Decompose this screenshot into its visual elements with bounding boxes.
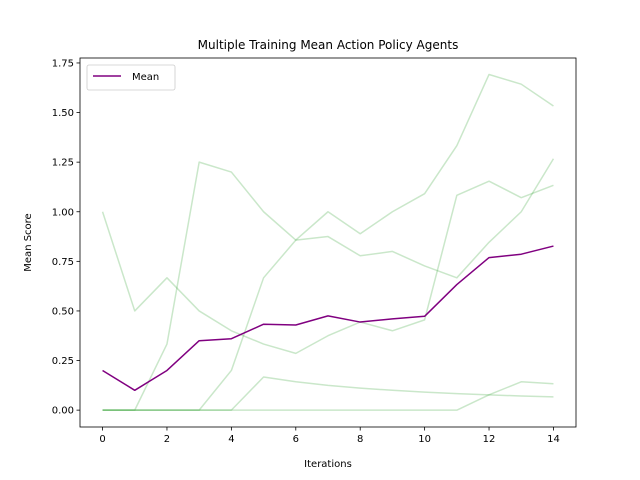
- y-tick-label: 1.75: [52, 58, 74, 69]
- y-axis-label: Mean Score: [23, 213, 34, 271]
- y-axis-ticks: 0.00 0.25 0.50 0.75 1.00 1.25 1.50 1.75: [52, 58, 80, 417]
- legend-box: [86, 64, 176, 91]
- agent-line-3: [102, 73, 554, 411]
- x-tick-label: 14: [547, 434, 560, 445]
- chart-title: Multiple Training Mean Action Policy Age…: [198, 38, 459, 52]
- agent-lines: [101, 73, 555, 411]
- legend-label-mean: Mean: [132, 72, 159, 83]
- plot-area-frame: [79, 57, 577, 428]
- y-tick-label: 0.50: [52, 306, 74, 317]
- agent-line-5: [102, 381, 554, 411]
- x-tick-label: 0: [99, 434, 105, 445]
- x-tick-label: 6: [293, 434, 299, 445]
- agent-line-4: [102, 376, 554, 411]
- x-tick-label: 8: [357, 434, 363, 445]
- x-tick-label: 10: [418, 434, 431, 445]
- agent-line-1: [101, 180, 554, 355]
- x-tick-label: 12: [483, 434, 496, 445]
- y-tick-label: 0.75: [52, 257, 74, 268]
- y-tick-label: 0.00: [52, 406, 74, 417]
- x-axis-ticks: 0 2 4 6 8 10 12 14: [99, 427, 560, 445]
- y-tick-label: 0.25: [52, 356, 74, 367]
- x-tick-label: 4: [228, 434, 234, 445]
- mean-line-layer: [102, 245, 554, 392]
- y-tick-label: 1.00: [52, 207, 74, 218]
- agent-line-2: [102, 158, 555, 411]
- legend: Mean: [86, 64, 176, 91]
- y-tick-label: 1.50: [52, 108, 74, 119]
- mean-line: [102, 245, 554, 392]
- y-tick-label: 1.25: [52, 158, 74, 169]
- x-axis-label: Iterations: [304, 459, 352, 470]
- x-tick-label: 2: [164, 434, 170, 445]
